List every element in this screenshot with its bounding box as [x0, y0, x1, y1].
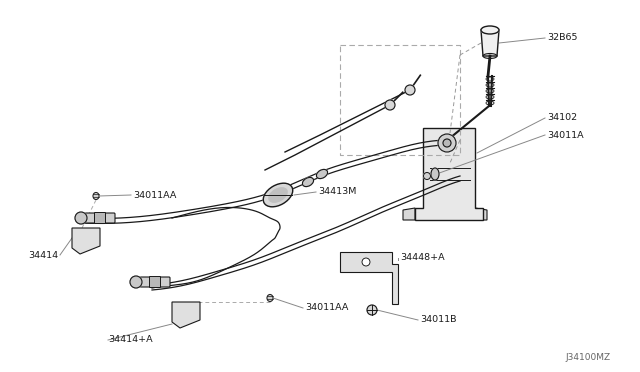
Ellipse shape — [269, 188, 287, 202]
Ellipse shape — [316, 169, 328, 179]
Ellipse shape — [483, 54, 497, 58]
Text: 34413M: 34413M — [318, 187, 356, 196]
Text: 34011A: 34011A — [547, 131, 584, 140]
FancyBboxPatch shape — [95, 212, 106, 224]
Polygon shape — [481, 30, 499, 56]
Text: 34414: 34414 — [28, 250, 58, 260]
Polygon shape — [340, 252, 398, 304]
FancyBboxPatch shape — [140, 277, 170, 287]
Text: 34102: 34102 — [547, 113, 577, 122]
Text: J34100MZ: J34100MZ — [565, 353, 610, 362]
Ellipse shape — [303, 177, 314, 187]
Circle shape — [75, 212, 87, 224]
Ellipse shape — [481, 26, 499, 34]
FancyBboxPatch shape — [85, 213, 115, 223]
Ellipse shape — [263, 183, 292, 207]
FancyBboxPatch shape — [150, 276, 161, 288]
Ellipse shape — [93, 192, 99, 199]
Polygon shape — [172, 302, 200, 328]
Text: 34011AA: 34011AA — [133, 190, 177, 199]
Ellipse shape — [443, 139, 451, 147]
Circle shape — [362, 258, 370, 266]
Text: 34011B: 34011B — [420, 315, 456, 324]
Text: 34011AA: 34011AA — [305, 304, 348, 312]
Polygon shape — [72, 228, 100, 254]
Text: 34414+A: 34414+A — [108, 336, 152, 344]
Circle shape — [424, 173, 431, 180]
Polygon shape — [403, 208, 415, 220]
Ellipse shape — [431, 168, 439, 180]
Text: 32B65: 32B65 — [547, 33, 577, 42]
Circle shape — [405, 85, 415, 95]
Polygon shape — [415, 128, 483, 220]
Polygon shape — [475, 208, 487, 220]
Circle shape — [367, 305, 377, 315]
Text: 34448+A: 34448+A — [400, 253, 445, 263]
Circle shape — [130, 276, 142, 288]
Ellipse shape — [438, 134, 456, 152]
Ellipse shape — [267, 295, 273, 301]
Circle shape — [385, 100, 395, 110]
